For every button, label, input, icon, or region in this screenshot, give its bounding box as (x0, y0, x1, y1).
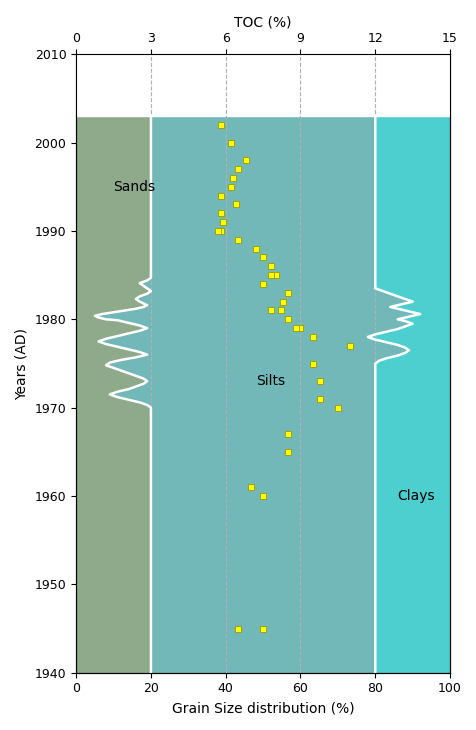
Y-axis label: Years (AD): Years (AD) (15, 328, 29, 399)
Text: Clays: Clays (397, 489, 434, 503)
X-axis label: Grain Size distribution (%): Grain Size distribution (%) (171, 701, 354, 715)
Text: Silts: Silts (256, 374, 285, 388)
Text: Sands: Sands (113, 180, 155, 193)
X-axis label: TOC (%): TOC (%) (234, 15, 291, 29)
